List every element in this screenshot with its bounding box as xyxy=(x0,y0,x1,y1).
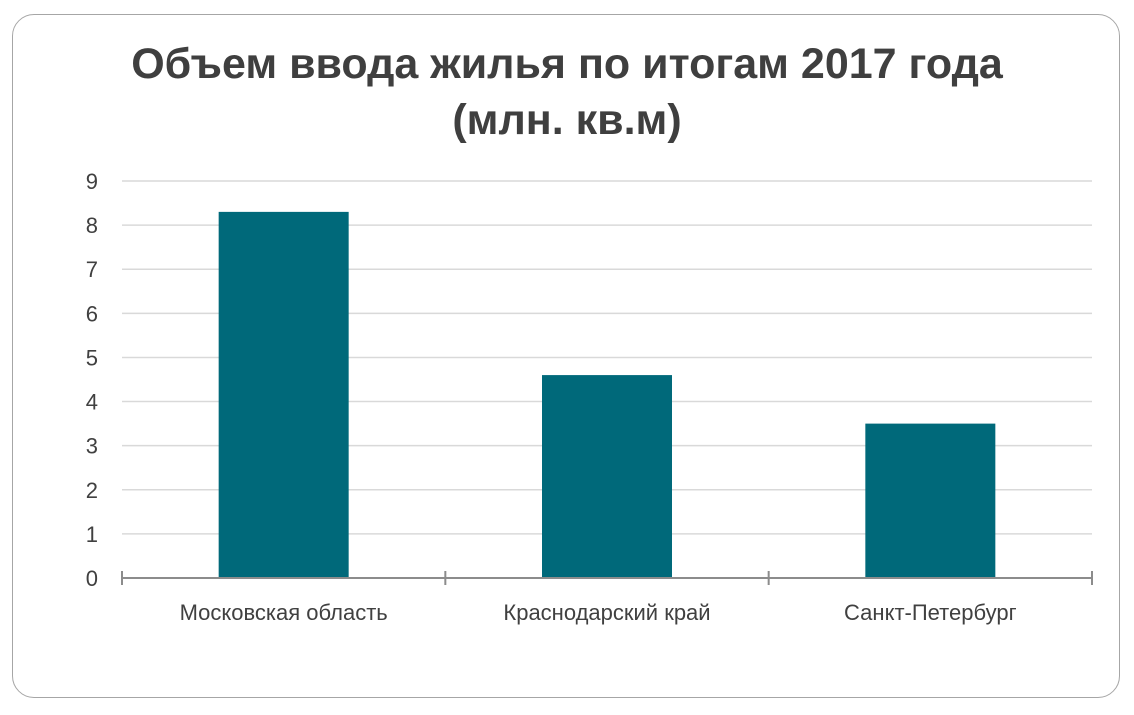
y-tick-label-5: 5 xyxy=(86,345,98,370)
x-category-label-3: Санкт-Петербург xyxy=(844,600,1017,625)
y-tick-label-4: 4 xyxy=(86,390,98,415)
y-tick-label-2: 2 xyxy=(86,478,98,503)
bar-1 xyxy=(218,211,349,578)
bars xyxy=(218,211,996,578)
bar-2 xyxy=(542,375,672,578)
y-tick-label-6: 6 xyxy=(86,301,98,326)
y-tick-label-9: 9 xyxy=(86,169,98,194)
y-tick-label-1: 1 xyxy=(86,522,98,547)
chart-title-line-1: Объем ввода жилья по итогам 2017 года xyxy=(131,40,1003,88)
y-tick-label-0: 0 xyxy=(86,566,98,591)
y-tick-label-7: 7 xyxy=(86,257,98,282)
bar-3 xyxy=(865,423,996,578)
x-axis-category-labels: Московская область Краснодарский край Санк… xyxy=(180,600,1017,625)
chart-frame xyxy=(12,14,1120,698)
x-axis xyxy=(121,571,1093,585)
x-category-label-1: Московская область xyxy=(180,600,388,625)
y-tick-label-8: 8 xyxy=(86,213,98,238)
chart-title-line-2: (млн. кв.м) xyxy=(452,96,682,144)
x-category-label-2: Краснодарский край xyxy=(503,600,710,625)
y-tick-label-3: 3 xyxy=(86,434,98,459)
y-axis-tick-labels: 0 1 2 3 4 5 6 7 8 9 xyxy=(86,169,98,591)
chart-title: Объем ввода жилья по итогам 2017 года (м… xyxy=(0,36,1134,148)
